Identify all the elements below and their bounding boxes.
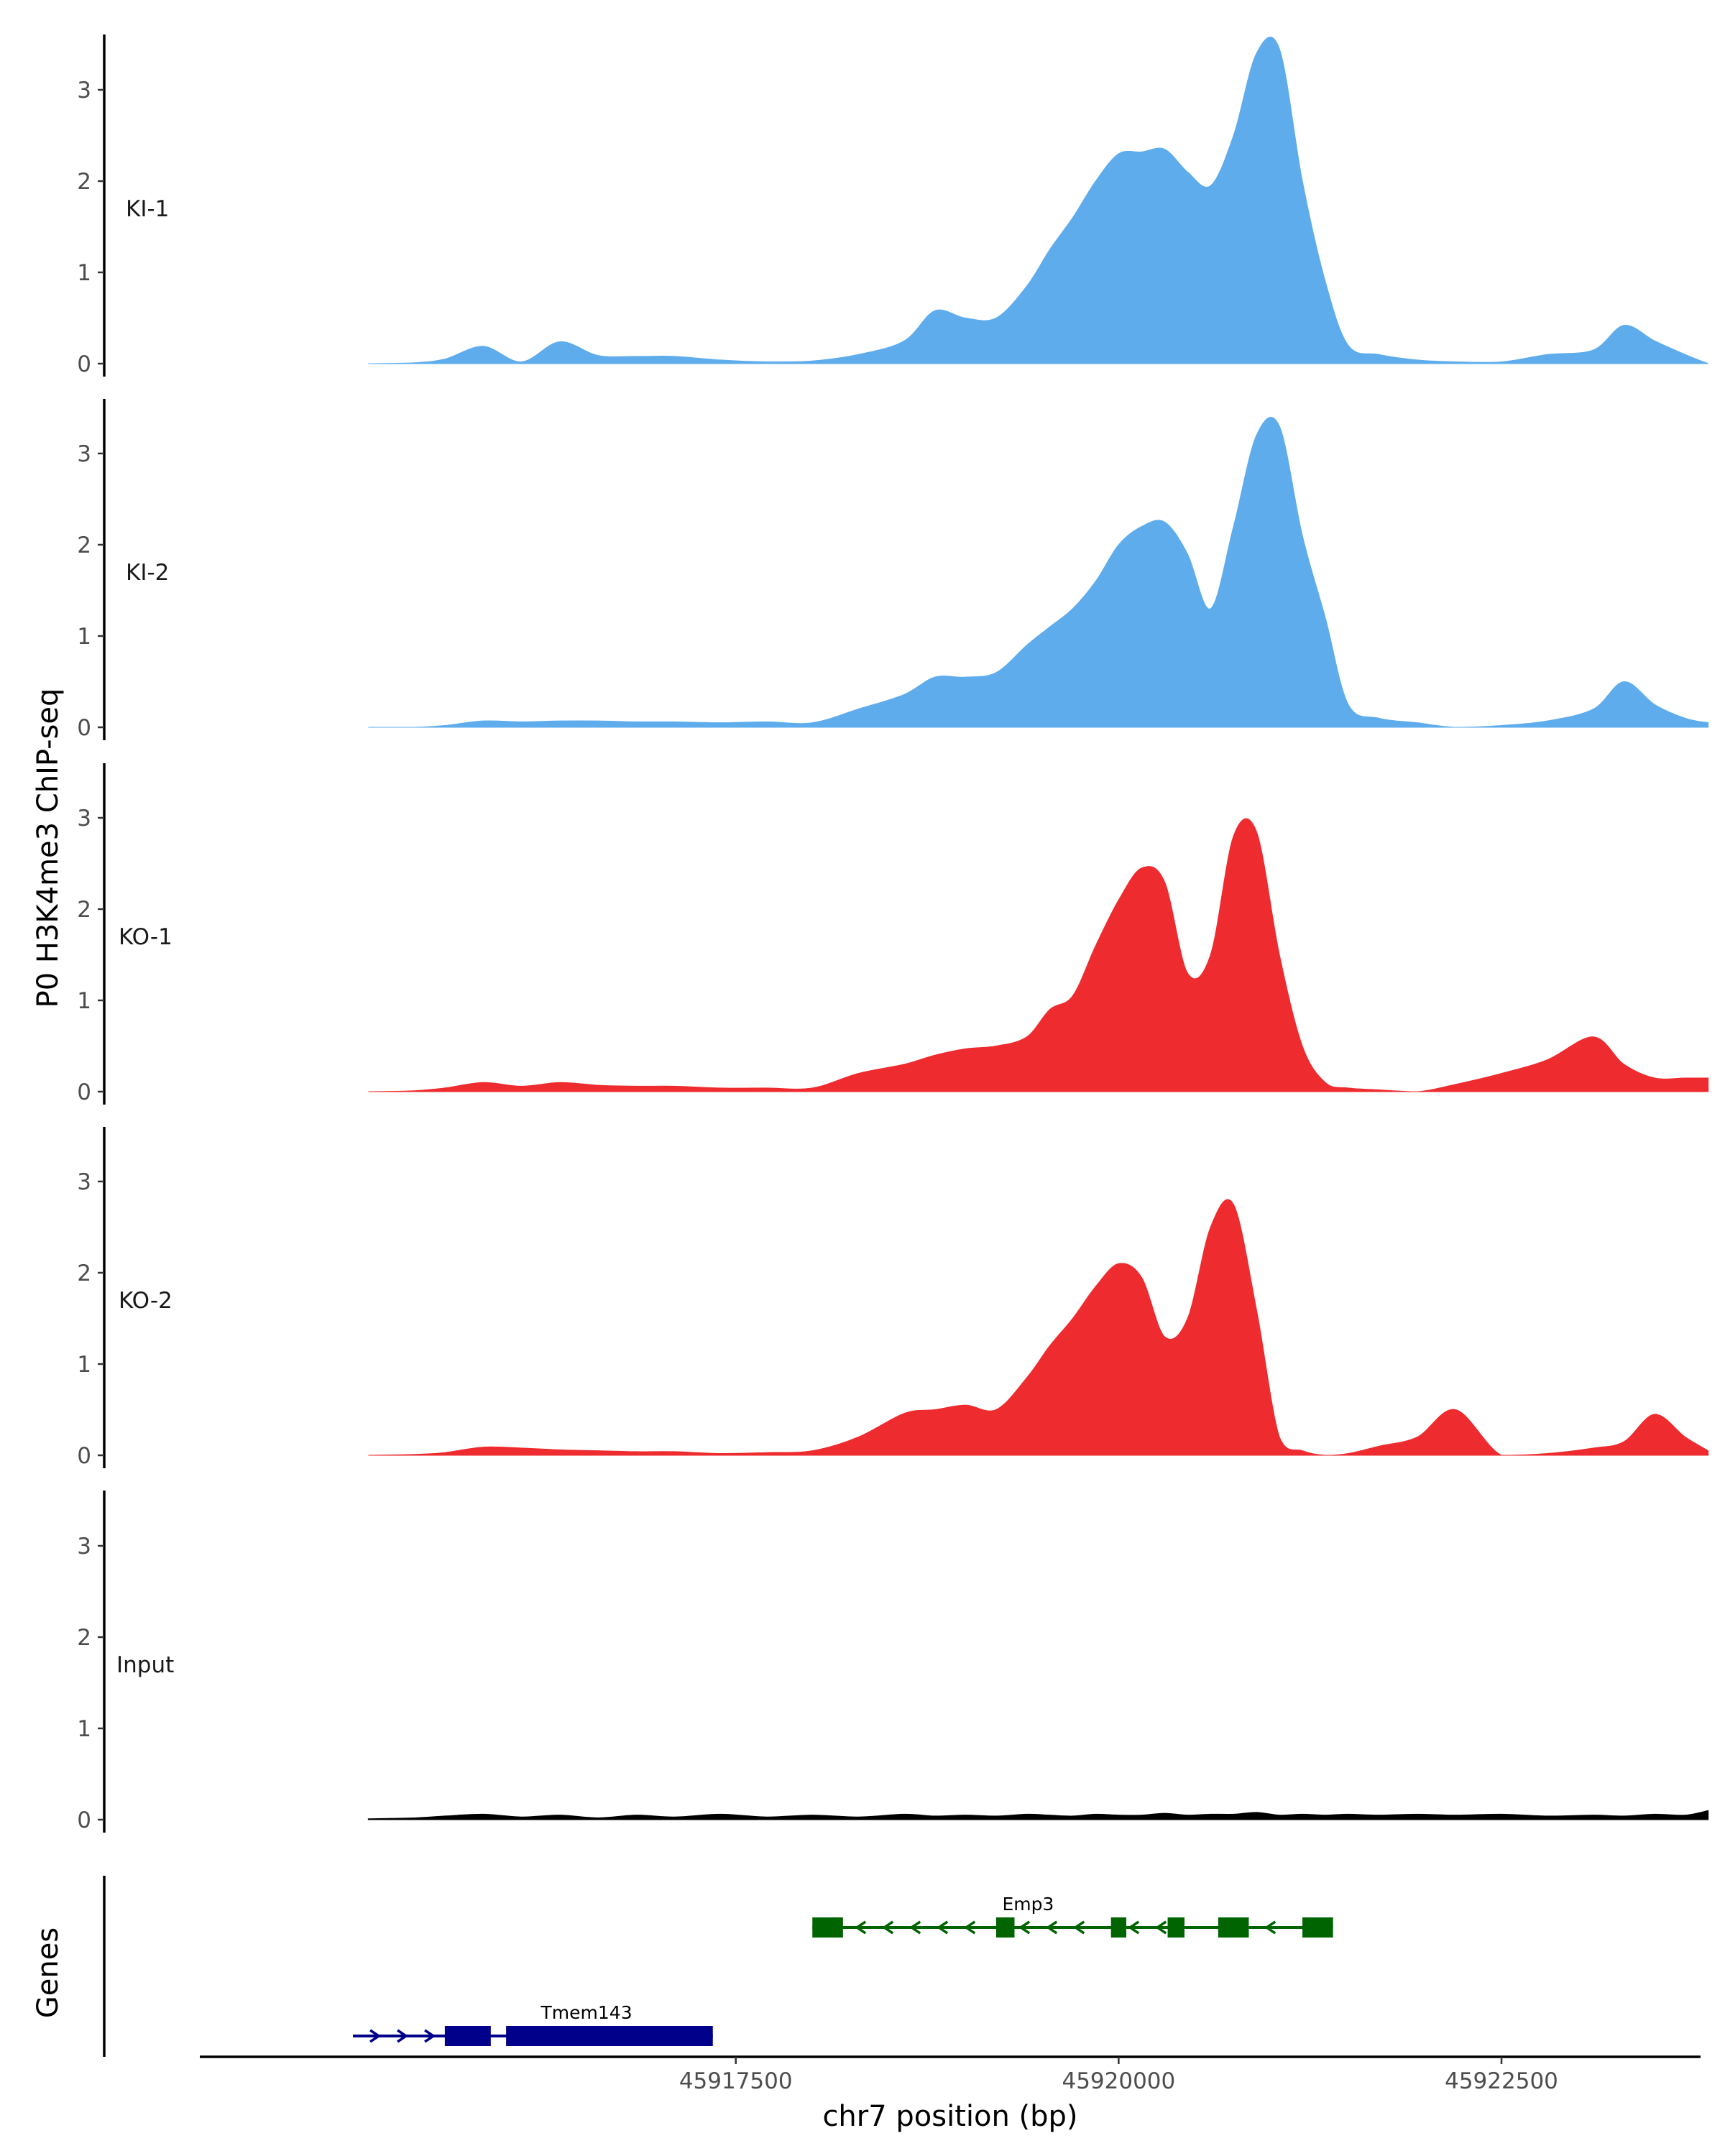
y-tick-label: 2 bbox=[77, 533, 91, 558]
track-label: KI-2 bbox=[126, 560, 169, 586]
strand-arrow bbox=[369, 2029, 382, 2043]
track-ki-1: 0 1 2 3 KI-1 bbox=[77, 34, 1708, 377]
y-tick-label: 2 bbox=[77, 897, 91, 923]
track-label: Input bbox=[116, 1652, 174, 1678]
track-label: KI-1 bbox=[126, 196, 169, 222]
track-ko-1: 0 1 2 3 KO-1 bbox=[77, 763, 1709, 1105]
strand-arrow bbox=[855, 1920, 867, 1935]
track-input: 0 1 2 3 Input bbox=[77, 1491, 1709, 1833]
coverage-area-ki-1 bbox=[368, 37, 1708, 364]
y-tick-label: 3 bbox=[77, 441, 91, 467]
y-tick-label: 1 bbox=[77, 260, 91, 286]
strand-arrow bbox=[1073, 1920, 1085, 1935]
y-tick-label: 0 bbox=[77, 1079, 91, 1105]
x-tick-label: 45922500 bbox=[1445, 2068, 1558, 2094]
strand-arrow bbox=[1155, 1920, 1167, 1935]
y-tick-label: 1 bbox=[77, 988, 91, 1014]
genes-panel: Emp3 Tmem143 bbox=[103, 1876, 1333, 2057]
coverage-area-ko-1 bbox=[368, 818, 1709, 1092]
y-tick-label: 1 bbox=[77, 1352, 91, 1378]
y-tick-label: 2 bbox=[77, 1625, 91, 1651]
gene-exon bbox=[1167, 1917, 1184, 1938]
gene-emp3: Emp3 bbox=[812, 1894, 1333, 1938]
gene-exon bbox=[1110, 1917, 1127, 1938]
track-ki-2: 0 1 2 3 KI-2 bbox=[77, 399, 1709, 741]
strand-arrow bbox=[1018, 1920, 1031, 1935]
coverage-area-ki-2 bbox=[368, 417, 1709, 728]
y-tick-label: 0 bbox=[77, 715, 91, 741]
strand-arrow bbox=[1264, 1920, 1276, 1935]
y-tick-label: 0 bbox=[77, 1443, 91, 1469]
y-tick-label: 2 bbox=[77, 169, 91, 195]
y-tick-label: 0 bbox=[77, 351, 91, 377]
track-ko-2: 0 1 2 3 KO-2 bbox=[77, 1127, 1709, 1469]
strand-arrow bbox=[1046, 1920, 1058, 1935]
y-tick-label: 1 bbox=[77, 1716, 91, 1742]
x-axis-title: chr7 position (bp) bbox=[822, 2100, 1077, 2133]
coverage-tracks: 0 1 2 3 KI-1 0 1 2 3 KI-2 0 1 2 3 KO-1 0 1 2 3 KO-2 0 1 2 3 Inpu… bbox=[77, 34, 1709, 1833]
track-label: KO-2 bbox=[119, 1288, 172, 1314]
strand-arrow bbox=[964, 1920, 976, 1935]
gene-exon bbox=[1218, 1917, 1249, 1938]
y-tick-label: 3 bbox=[77, 1534, 91, 1560]
gene-exon bbox=[506, 2026, 713, 2046]
genes-axis-title: Genes bbox=[32, 1927, 65, 2018]
x-axis: 45917500 45920000 45922500 bbox=[200, 2055, 1701, 2094]
gene-tmem143: Tmem143 bbox=[353, 2002, 713, 2046]
gene-exon bbox=[995, 1917, 1015, 1938]
y-tick-label: 1 bbox=[77, 624, 91, 650]
gene-exon bbox=[812, 1917, 843, 1938]
x-tick-label: 45920000 bbox=[1062, 2068, 1175, 2094]
coverage-area-ko-2 bbox=[368, 1199, 1709, 1456]
coverage-area-input bbox=[367, 1810, 1709, 1820]
gene-label: Tmem143 bbox=[540, 2002, 632, 2023]
gene-label: Emp3 bbox=[1002, 1894, 1054, 1915]
strand-arrow bbox=[397, 2029, 409, 2043]
gene-exon bbox=[444, 2026, 491, 2046]
x-tick-label: 45917500 bbox=[679, 2068, 793, 2094]
y-tick-label: 3 bbox=[77, 806, 91, 831]
y-tick-label: 3 bbox=[77, 1169, 91, 1195]
strand-arrow bbox=[909, 1920, 921, 1935]
y-tick-label: 2 bbox=[77, 1261, 91, 1286]
y-tick-label: 0 bbox=[77, 1807, 91, 1833]
strand-arrow bbox=[1128, 1920, 1140, 1935]
y-tick-label: 3 bbox=[77, 78, 91, 103]
gene-exon bbox=[1302, 1917, 1333, 1938]
y-axis-title: P0 H3K4me3 ChIP-seq bbox=[32, 688, 65, 1008]
strand-arrow bbox=[937, 1920, 949, 1935]
strand-arrow bbox=[882, 1920, 894, 1935]
track-label: KO-1 bbox=[119, 924, 172, 950]
strand-arrow bbox=[424, 2029, 436, 2043]
